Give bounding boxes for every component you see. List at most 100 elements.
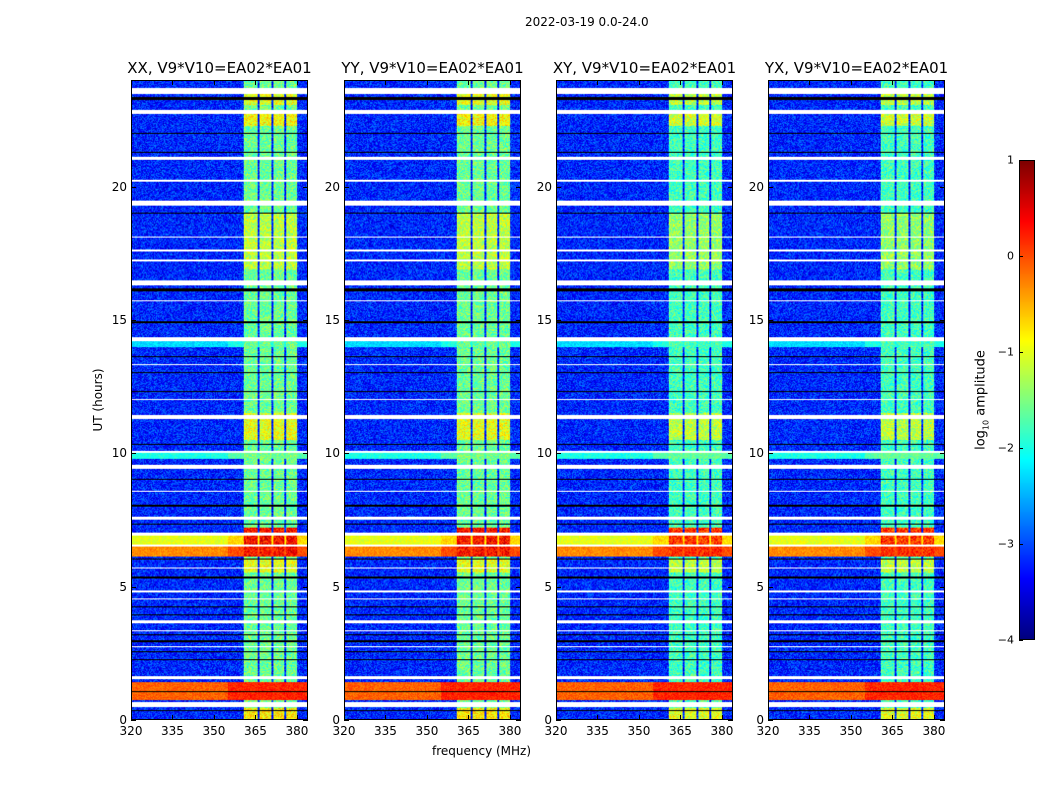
x-tick <box>344 715 345 720</box>
x-tick-label: 350 <box>839 724 863 738</box>
panel-title: XY, V9*V10=EA02*EA01 <box>552 59 737 77</box>
colorbar-label-subscript: 10 <box>981 419 991 431</box>
colorbar-tick-label: −4 <box>997 633 1014 647</box>
x-tick <box>768 715 769 720</box>
y-tick-label: 10 <box>536 446 552 461</box>
x-tick-top <box>426 80 428 85</box>
y-tick <box>131 720 136 721</box>
x-tick <box>131 715 132 720</box>
y-tick <box>556 453 561 455</box>
x-tick <box>556 715 557 720</box>
y-tick-label: 5 <box>332 579 340 594</box>
y-tick <box>344 186 349 188</box>
y-tick <box>556 186 561 188</box>
y-tick-right <box>940 586 945 588</box>
y-tick-label: 15 <box>748 313 764 327</box>
y-tick-right <box>940 453 945 455</box>
y-tick-right <box>728 453 733 455</box>
panel-title: XX, V9*V10=EA02*EA01 <box>127 59 312 77</box>
y-tick <box>344 453 349 455</box>
y-tick-label: 20 <box>536 179 552 194</box>
y-tick-right <box>303 320 308 321</box>
y-tick <box>131 320 136 321</box>
x-tick <box>172 715 174 720</box>
x-tick-label: 320 <box>756 724 780 738</box>
y-tick-label: 10 <box>324 446 340 461</box>
y-tick-label: 0 <box>756 713 764 727</box>
y-tick-right <box>516 186 521 188</box>
y-tick <box>131 453 136 455</box>
colorbar-tick <box>1019 160 1023 161</box>
y-tick <box>556 586 561 588</box>
y-tick-label: 20 <box>324 179 340 194</box>
panel-title: YY, V9*V10=EA02*EA01 <box>341 59 524 77</box>
y-tick-right <box>516 586 521 588</box>
colorbar-tick <box>1019 544 1023 545</box>
y-tick-label: 0 <box>332 713 340 727</box>
colorbar-tick <box>1019 640 1023 641</box>
y-tick-right <box>728 186 733 188</box>
y-tick-label: 0 <box>119 713 127 727</box>
x-tick-top <box>172 80 174 85</box>
colorbar-tick-label: −1 <box>997 345 1014 359</box>
x-tick <box>509 715 511 720</box>
colorbar-tick <box>1019 256 1023 257</box>
y-tick-right <box>940 720 945 721</box>
x-tick <box>296 715 298 720</box>
y-tick-label: 5 <box>544 579 552 594</box>
x-tick <box>809 715 811 720</box>
heatmap-panel <box>344 80 521 720</box>
panel-title: YX, V9*V10=EA02*EA01 <box>764 59 949 77</box>
y-tick-right <box>516 453 521 455</box>
y-tick <box>768 586 773 588</box>
x-tick-top <box>680 80 682 85</box>
heatmap-image <box>769 81 944 719</box>
x-tick-top <box>597 80 599 85</box>
x-tick-top <box>385 80 387 85</box>
heatmap-panel <box>131 80 308 720</box>
y-tick-label: 5 <box>119 579 127 594</box>
colorbar-tick-label: 1 <box>1007 153 1014 167</box>
x-axis-label: frequency (MHz) <box>432 744 532 758</box>
x-tick-label: 350 <box>415 724 439 738</box>
y-tick-label: 10 <box>748 446 764 461</box>
y-tick-right <box>728 586 733 588</box>
x-tick-label: 320 <box>332 724 356 738</box>
x-tick-top <box>509 80 511 85</box>
x-tick-top <box>344 80 345 85</box>
x-tick-top <box>213 80 215 85</box>
x-tick-top <box>721 80 723 85</box>
x-tick-top <box>809 80 811 85</box>
y-tick <box>768 320 773 321</box>
y-tick <box>556 320 561 321</box>
y-tick-label: 15 <box>111 313 127 327</box>
x-tick-label: 335 <box>798 724 821 738</box>
colorbar-tick-label: 0 <box>1007 249 1014 263</box>
y-tick-right <box>303 586 308 588</box>
x-tick-top <box>556 80 557 85</box>
colorbar <box>1019 160 1035 640</box>
x-tick-top <box>768 80 769 85</box>
x-tick-top <box>255 80 257 85</box>
colorbar-label-log: log <box>973 430 989 450</box>
x-tick <box>468 715 470 720</box>
y-tick-right <box>940 320 945 321</box>
y-tick-right <box>728 320 733 321</box>
y-tick-label: 5 <box>756 579 764 594</box>
y-tick-label: 0 <box>544 713 552 727</box>
y-tick <box>344 320 349 321</box>
x-tick-label: 380 <box>710 724 734 738</box>
y-tick-right <box>516 320 521 321</box>
x-tick-top <box>468 80 470 85</box>
x-tick-label: 365 <box>457 724 480 738</box>
y-tick-right <box>516 720 521 721</box>
x-tick-label: 380 <box>285 724 309 738</box>
x-tick-label: 335 <box>586 724 609 738</box>
y-tick <box>556 720 561 721</box>
y-tick-right <box>303 720 308 721</box>
colorbar-label-rest: amplitude <box>973 350 989 420</box>
y-tick-label: 20 <box>111 179 127 194</box>
y-tick-label: 20 <box>748 179 764 194</box>
x-tick-top <box>296 80 298 85</box>
